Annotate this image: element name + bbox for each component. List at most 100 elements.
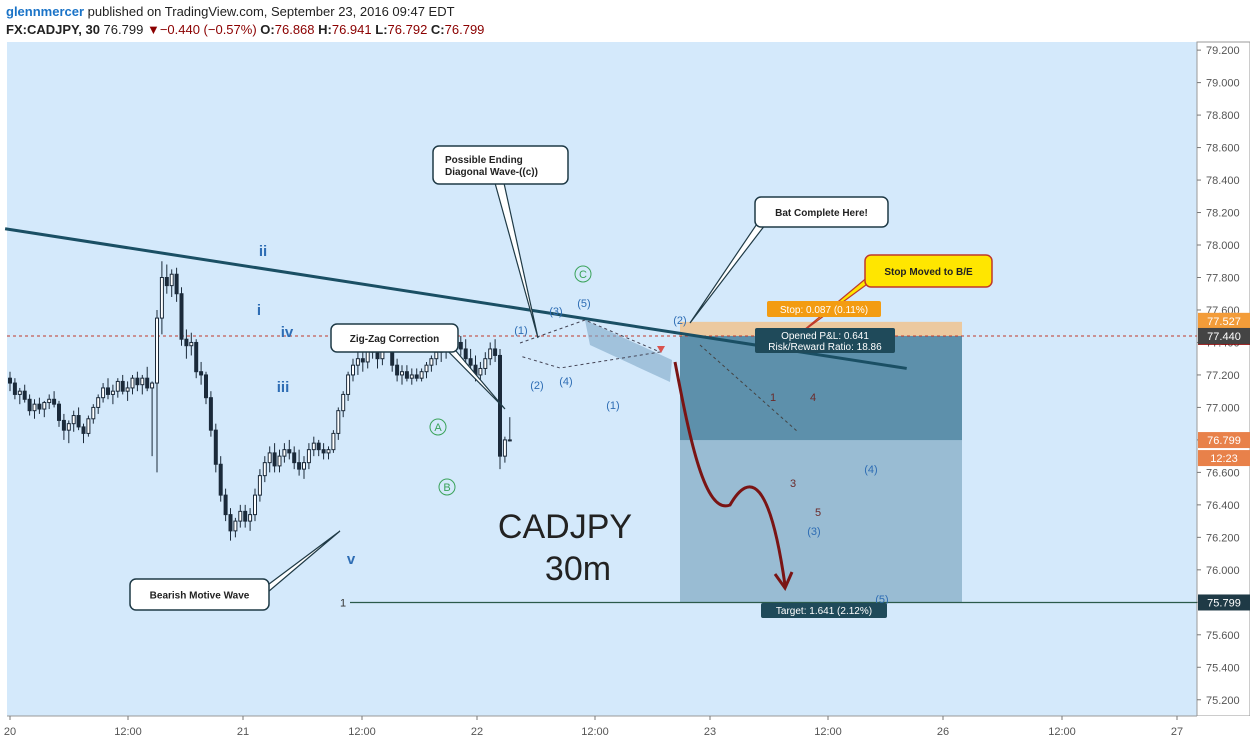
candle-body [331, 432, 336, 451]
y-tick-label: 75.200 [1206, 695, 1240, 707]
wave-label: 4 [810, 392, 816, 404]
wave-label: v [347, 551, 356, 568]
symbol-label[interactable]: FX:CADJPY, 30 [6, 22, 100, 37]
wave-label: A [434, 422, 442, 434]
candle-body [145, 377, 150, 389]
y-tick-label: 77.800 [1206, 272, 1240, 284]
candle-body [27, 398, 32, 412]
time-axis[interactable] [0, 716, 1250, 746]
stop-label: Stop: 0.087 (0.11%) [780, 305, 868, 316]
candle-body [71, 415, 76, 425]
candle-body [277, 455, 282, 467]
projection-dashed [699, 344, 799, 433]
open-label: O: [260, 22, 275, 37]
author-name[interactable]: glennmercer [6, 4, 85, 19]
price-tag-box[interactable] [1198, 432, 1250, 449]
price-tag-box[interactable] [1198, 594, 1250, 611]
x-tick-label: 12:00 [114, 726, 142, 738]
callout-bat-complete-text: Bat Complete Here! [775, 208, 868, 219]
y-tick-label: 76.400 [1206, 500, 1240, 512]
candle-body [306, 449, 311, 464]
candle-body [424, 364, 429, 373]
y-tick-label: 78.000 [1206, 240, 1240, 252]
candle-body [66, 423, 71, 431]
candle-body [174, 273, 179, 295]
candle-body [316, 442, 321, 451]
candle-body [47, 398, 52, 404]
x-tick-label: 27 [1171, 726, 1183, 738]
forecast-arrow [673, 361, 787, 586]
candle-body [409, 374, 414, 379]
candle-body [135, 377, 140, 386]
candle-body [155, 317, 159, 384]
wave-label: i [257, 302, 261, 319]
x-tick-label: 21 [237, 726, 249, 738]
pnl-label-1: Opened P&L: 0.641 [781, 331, 869, 342]
candle-body [272, 452, 277, 467]
price-tag-label: 75.799 [1207, 597, 1241, 609]
pnl-label-2: Risk/Reward Ratio: 18.86 [768, 342, 882, 353]
candle-body [404, 371, 409, 379]
candle-body [355, 358, 360, 366]
candle-body [414, 374, 419, 379]
callout-stop-moved-text: Stop Moved to B/E [884, 267, 973, 278]
candle-body [321, 449, 326, 454]
candle-body [194, 341, 199, 373]
y-tick-label: 76.200 [1206, 532, 1240, 544]
x-tick-label: 12:00 [814, 726, 842, 738]
close-label: C: [430, 22, 445, 37]
candle-body [493, 348, 498, 356]
candle-body [12, 382, 17, 395]
wave-label: (3) [807, 526, 820, 538]
candle-body [32, 403, 37, 412]
candle-body [140, 377, 145, 386]
bat-pattern-shape [585, 320, 672, 382]
candle-body [91, 406, 96, 420]
candle-body [81, 426, 86, 434]
candle-body [213, 429, 218, 465]
wave-label: (1) [606, 400, 619, 412]
candle-body [292, 452, 297, 464]
entry-marker [657, 346, 665, 353]
wave-label: 5 [815, 507, 821, 519]
candle-body [429, 358, 434, 366]
x-tick-label: 26 [937, 726, 949, 738]
chart-header: glennmercer published on TradingView.com… [0, 0, 1250, 42]
candle-body [468, 358, 473, 366]
wave-label: (3) [549, 306, 562, 318]
x-tick-label: 22 [471, 726, 483, 738]
candle-body [115, 380, 120, 392]
candle-body [419, 371, 424, 379]
price-tag-label: 76.799 [1207, 435, 1241, 447]
target-level-label: 1 [340, 597, 346, 609]
callout-zigzag-text: Zig-Zag Correction [350, 334, 439, 345]
forecast-arrowhead [773, 571, 794, 592]
x-tick-label: 12:00 [581, 726, 609, 738]
candle-body [395, 364, 400, 376]
down-triangle-icon: ▼ [146, 22, 160, 37]
candle-body [17, 390, 22, 395]
candle-body [22, 390, 27, 400]
candle-body [287, 449, 292, 454]
stop-label-box [767, 301, 881, 317]
callout-bearish-motive-text: Bearish Motive Wave [150, 591, 250, 602]
candle-body [228, 514, 233, 532]
candle-body [400, 371, 404, 376]
candle-body [204, 374, 208, 399]
candle-body [208, 397, 213, 431]
x-tick-label: 12:00 [348, 726, 376, 738]
price-change: −0.440 (−0.57%) [159, 22, 257, 37]
price-tag-box[interactable] [1198, 450, 1250, 467]
price-tag-box[interactable] [1198, 312, 1250, 329]
candle-body [189, 341, 194, 347]
ohlc-line: FX:CADJPY, 30 76.799 ▼−0.440 (−0.57%) O:… [6, 22, 484, 37]
price-tag-box[interactable] [1198, 327, 1250, 344]
wave-label: iv [281, 324, 294, 341]
publish-line: glennmercer published on TradingView.com… [6, 4, 455, 19]
candle-body [346, 374, 351, 395]
candle-body [478, 367, 483, 376]
y-tick-label: 79.200 [1206, 45, 1240, 57]
chart-title-line1: CADJPY [498, 508, 632, 546]
candle-body [101, 387, 106, 399]
